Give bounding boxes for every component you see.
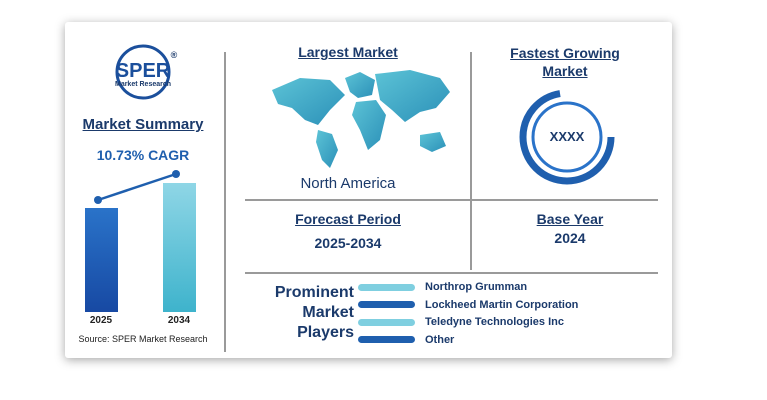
fastest-value: XXXX bbox=[549, 129, 585, 144]
player-name: Lockheed Martin Corporation bbox=[425, 298, 579, 311]
trend-line bbox=[97, 172, 177, 202]
forecast-title: Forecast Period bbox=[295, 211, 401, 227]
bar-2025 bbox=[85, 208, 118, 312]
largest-value: North America bbox=[300, 175, 396, 192]
logo-name: SPER bbox=[115, 60, 171, 82]
bar-2034 bbox=[163, 183, 196, 312]
largest-title: Largest Market bbox=[298, 44, 398, 60]
trend-dot bbox=[94, 196, 102, 204]
player-bar bbox=[358, 318, 415, 326]
year-label: 2034 bbox=[167, 315, 191, 326]
ring-inner bbox=[531, 101, 603, 173]
divider bbox=[245, 199, 658, 201]
cagr: 10.73% CAGR bbox=[96, 147, 190, 163]
players-title: Prominent Market Players bbox=[274, 284, 354, 341]
fastest-title: Fastest Growing Market bbox=[510, 45, 620, 79]
ring-outer bbox=[519, 89, 615, 185]
player-row: Lockheed Martin Corporation bbox=[358, 298, 578, 312]
player-row: Other bbox=[358, 333, 454, 347]
player-name: Teledyne Technologies Inc bbox=[425, 316, 564, 328]
logo-ring bbox=[115, 44, 171, 100]
base-year-title: Base Year bbox=[536, 211, 604, 227]
world-map bbox=[272, 70, 450, 168]
year-label: 2025 bbox=[89, 315, 113, 326]
player-bar bbox=[358, 301, 415, 308]
divider bbox=[224, 52, 226, 352]
divider bbox=[245, 272, 658, 274]
source: Source: SPER Market Research bbox=[78, 334, 208, 344]
trend-dot bbox=[172, 170, 180, 178]
forecast-value: 2025-2034 bbox=[314, 235, 382, 251]
player-name: Other bbox=[425, 333, 455, 346]
divider bbox=[470, 52, 472, 270]
player-bar bbox=[358, 336, 415, 343]
player-bar bbox=[358, 283, 415, 291]
player-row: Teledyne Technologies Inc bbox=[358, 315, 564, 329]
logo-mark: ® bbox=[170, 50, 178, 60]
logo-subtitle: Market Research bbox=[114, 81, 172, 88]
summary-title: Market Summary bbox=[82, 116, 204, 133]
base-year-value: 2024 bbox=[554, 230, 586, 246]
player-row: Northrop Grumman bbox=[358, 280, 527, 294]
player-name: Northrop Grumman bbox=[425, 281, 528, 293]
